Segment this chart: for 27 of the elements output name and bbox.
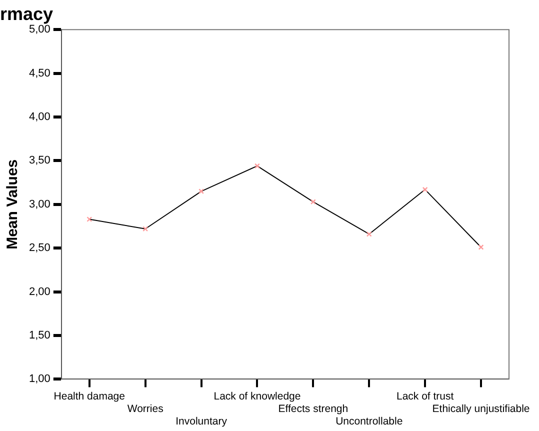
x-tick-label: Uncontrollable (336, 416, 403, 428)
y-tick-label: 2,50 (28, 242, 50, 254)
point (86, 216, 92, 222)
point (142, 226, 148, 232)
y-axis-title: Mean Values (4, 159, 22, 250)
point (366, 231, 372, 237)
y-tick-label: 3,50 (28, 154, 50, 167)
x-tick-label: Health damage (54, 390, 126, 402)
y-tick-label: 1,50 (28, 330, 50, 342)
x-tick-label: Involuntary (176, 416, 228, 428)
x-tick-label: Ethically unjustifiable (432, 402, 530, 415)
y-tick-label: 4,00 (28, 111, 50, 124)
y-tick-label: 3,00 (28, 198, 50, 210)
y-tick-label: 5,00 (28, 24, 50, 36)
point (478, 244, 484, 250)
y-tick-label: 4,50 (28, 67, 50, 80)
point (422, 186, 428, 192)
chart-title: rmacy (0, 4, 54, 24)
point (310, 199, 316, 204)
x-tick-label: Worries (127, 402, 164, 415)
x-tick-label: Lack of trust (396, 390, 454, 402)
y-tick-label: 1,00 (28, 373, 50, 386)
x-tick-label: Lack of knowledge (214, 390, 301, 402)
point (198, 188, 204, 194)
point (254, 163, 260, 169)
x-tick-label: Effects strengh (278, 402, 348, 415)
y-tick-label: 2,00 (28, 286, 50, 298)
